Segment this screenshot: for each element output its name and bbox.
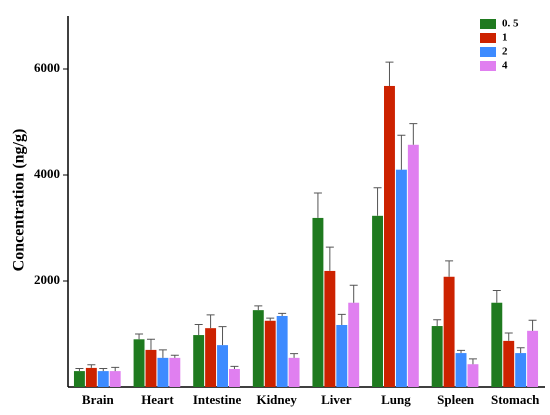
y-tick-label: 4000 — [34, 166, 60, 181]
x-tick-label: Lung — [381, 392, 411, 407]
x-tick-label: Brain — [82, 392, 115, 407]
bar — [133, 339, 145, 387]
error-bar — [468, 358, 477, 365]
x-tick-label: Spleen — [437, 392, 475, 407]
bar — [491, 302, 503, 387]
error-bar — [290, 353, 299, 358]
bar — [288, 357, 300, 387]
legend-label: 0. 5 — [502, 18, 519, 30]
bar — [109, 371, 121, 387]
bar — [407, 144, 419, 387]
error-bar — [313, 192, 322, 218]
y-tick-label: 2000 — [34, 272, 60, 287]
error-bar — [111, 366, 120, 372]
bar — [145, 349, 157, 387]
bar — [73, 371, 85, 387]
error-bar — [87, 364, 96, 368]
error-bar — [194, 323, 203, 336]
error-bar — [230, 365, 239, 369]
error-bar — [373, 187, 382, 216]
error-bar — [528, 319, 537, 331]
error-bar — [337, 313, 346, 325]
legend-swatch — [480, 33, 496, 43]
error-bar — [349, 284, 358, 303]
legend-swatch — [480, 61, 496, 71]
error-bar — [516, 347, 525, 354]
error-bar — [397, 134, 406, 170]
bar — [395, 169, 407, 387]
bar — [312, 217, 324, 387]
bar — [384, 85, 395, 388]
error-bar — [75, 367, 84, 372]
bar — [217, 345, 228, 387]
bar — [336, 324, 348, 387]
error-bar — [99, 367, 108, 372]
error-bar — [325, 246, 334, 271]
error-bar — [254, 305, 263, 311]
error-bar — [492, 290, 501, 303]
error-bar — [445, 260, 454, 277]
error-bar — [385, 61, 394, 86]
legend-label: 2 — [502, 46, 508, 58]
legend-swatch — [480, 47, 496, 57]
legend-label: 1 — [502, 32, 508, 44]
x-tick-label: Heart — [141, 392, 174, 407]
error-bar — [218, 326, 227, 346]
legend-swatch — [480, 19, 496, 29]
x-tick-label: Stomach — [491, 392, 540, 407]
bar — [85, 367, 97, 387]
x-tick-label: Intestine — [193, 392, 242, 407]
error-bar — [278, 312, 287, 316]
bar — [264, 320, 276, 387]
error-bar — [158, 349, 167, 358]
bar — [324, 270, 336, 387]
error-bar — [206, 314, 215, 329]
bar — [169, 357, 181, 387]
x-tick-label: Liver — [321, 392, 352, 407]
error-bar — [504, 332, 513, 341]
error-bar — [433, 319, 442, 327]
error-bar — [266, 317, 275, 321]
bar — [503, 340, 515, 387]
bar — [348, 302, 360, 387]
bar — [252, 310, 264, 387]
bar — [443, 276, 455, 387]
error-bar — [146, 338, 155, 350]
x-tick-label: Kidney — [256, 392, 297, 407]
error-bar — [409, 123, 418, 145]
bar — [372, 215, 384, 387]
bar — [228, 368, 240, 387]
error-bar — [457, 349, 466, 354]
error-bar — [170, 354, 179, 358]
bar — [431, 326, 443, 387]
bar — [193, 335, 205, 387]
bar — [205, 328, 217, 387]
error-bar — [135, 333, 144, 340]
y-tick-label: 6000 — [34, 60, 60, 75]
bar — [97, 371, 109, 387]
legend-label: 4 — [502, 60, 508, 72]
bar — [527, 330, 539, 387]
bar — [515, 353, 527, 387]
bar — [467, 364, 479, 387]
bar — [276, 315, 288, 387]
bar — [455, 353, 467, 387]
y-axis-label: Concentration (ng/g) — [11, 129, 28, 272]
bar — [157, 357, 169, 387]
